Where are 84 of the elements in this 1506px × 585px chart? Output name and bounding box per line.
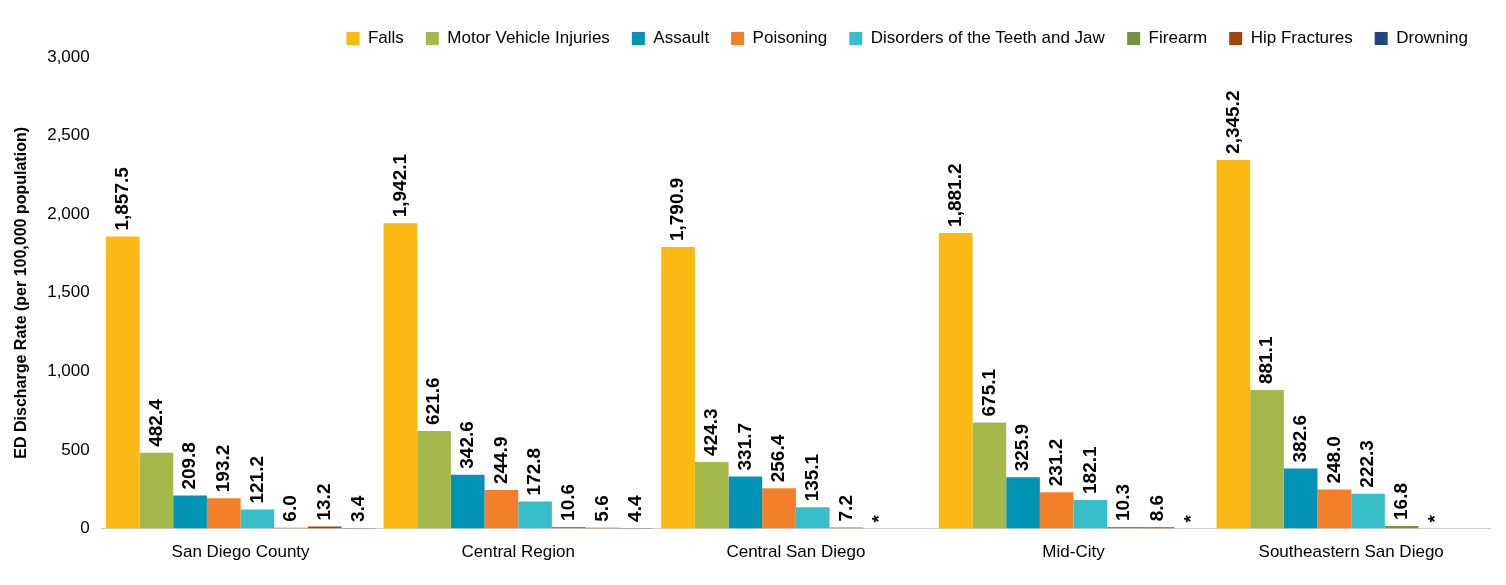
data-label: 1,857.5: [110, 166, 132, 231]
x-tick-label: Central Region: [461, 542, 575, 562]
bar: [1351, 493, 1385, 529]
data-label: 2,345.2: [1221, 90, 1243, 154]
data-label: 209.8: [178, 442, 200, 490]
bar: [1317, 489, 1352, 529]
data-label: 1,790.9: [666, 177, 688, 242]
y-tick-label: 2,500: [47, 125, 90, 145]
bar: [383, 223, 418, 529]
x-tick-label: Southeastern San Diego: [1258, 542, 1444, 562]
y-tick-label: 500: [61, 439, 90, 459]
y-tick-label: 2,000: [47, 203, 90, 223]
data-label: 3.4: [346, 495, 368, 523]
data-label: 7.2: [834, 495, 856, 522]
legend-label: Motor Vehicle Injuries: [447, 28, 610, 48]
legend-label: Poisoning: [752, 28, 828, 48]
x-tick-label: Mid-City: [1042, 542, 1106, 562]
legend-label: Drowning: [1396, 28, 1468, 48]
data-label: 4.4: [624, 495, 646, 522]
bar: [417, 430, 451, 529]
bar: [173, 495, 207, 529]
bar: [484, 490, 519, 529]
x-tick-label: Central San Diego: [726, 542, 866, 562]
bar: [938, 232, 973, 529]
y-tick-label: 0: [80, 518, 90, 538]
data-label: 424.3: [699, 408, 721, 456]
data-label: 182.1: [1078, 445, 1100, 494]
data-label: 6.0: [279, 495, 301, 522]
data-label: 382.6: [1288, 414, 1310, 463]
data-label: 325.9: [1011, 423, 1033, 472]
data-label: 13.2: [312, 483, 334, 521]
legend-label: Hip Fractures: [1250, 28, 1353, 48]
bar: [1006, 477, 1040, 529]
data-label: 172.8: [523, 447, 545, 496]
data-label: 342.6: [455, 421, 477, 469]
y-tick-label: 1,000: [47, 361, 90, 381]
bar: [518, 501, 552, 529]
x-tick-label: San Diego County: [171, 542, 311, 562]
bar: [1283, 468, 1318, 529]
bar: [1250, 390, 1284, 529]
data-label: 10.3: [1112, 484, 1134, 521]
data-label: 621.6: [422, 377, 444, 425]
data-label: 1,942.1: [388, 153, 410, 218]
text: *: [1179, 515, 1201, 523]
bar: [1039, 492, 1074, 529]
data-label: 1,881.2: [943, 163, 965, 227]
bar: [1073, 499, 1108, 529]
data-label: 8.6: [1145, 494, 1167, 522]
data-label: 231.2: [1044, 438, 1066, 487]
bar: [972, 422, 1007, 529]
data-label: 10.6: [556, 483, 578, 521]
data-label: 222.3: [1356, 440, 1378, 488]
data-label: 881.1: [1255, 336, 1277, 385]
bar: [206, 498, 241, 529]
y-tick-label: 1,500: [47, 282, 90, 302]
y-axis-title: ED Discharge Rate (per 100,000 population): [12, 126, 30, 459]
legend-label: Assault: [653, 28, 710, 48]
bar: [105, 236, 140, 529]
y-tick-label: 3,000: [47, 46, 90, 66]
data-label: 482.4: [144, 398, 166, 447]
bar: [728, 476, 763, 529]
data-label: 193.2: [211, 444, 233, 493]
bar: [450, 474, 485, 529]
data-label: 16.8: [1389, 482, 1411, 520]
bar: [139, 452, 174, 529]
legend-label: Disorders of the Teeth and Jaw: [870, 28, 1106, 48]
bar: [762, 488, 796, 529]
data-label: 5.6: [590, 495, 612, 522]
bar: [240, 509, 275, 529]
data-label: 331.7: [733, 422, 755, 471]
legend-label: Firearm: [1148, 28, 1208, 48]
data-label: 256.4: [767, 434, 789, 483]
text: *: [868, 515, 890, 523]
bar: [795, 507, 830, 529]
bar: [1216, 159, 1251, 529]
data-label: 248.0: [1322, 436, 1344, 484]
legend-label: Falls: [367, 28, 404, 48]
data-label: 244.9: [489, 436, 511, 485]
text: *: [1423, 515, 1445, 523]
data-label: 121.2: [245, 456, 267, 504]
bar: [694, 461, 729, 529]
bar: [661, 247, 695, 529]
data-label: 675.1: [977, 368, 999, 417]
data-label: 135.1: [800, 453, 822, 502]
